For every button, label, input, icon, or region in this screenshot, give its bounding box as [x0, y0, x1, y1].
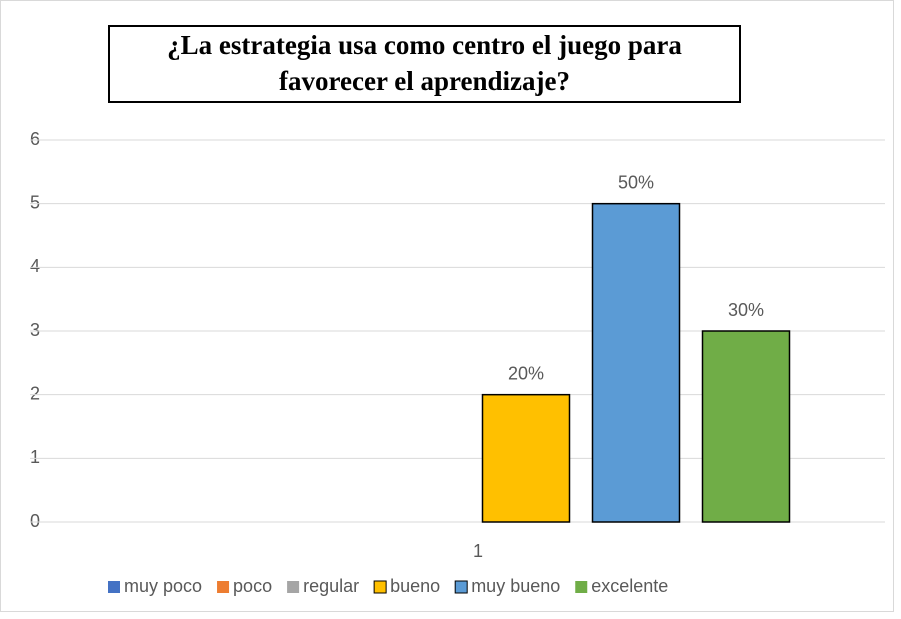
legend-label: muy poco	[124, 576, 202, 596]
legend-swatch	[287, 581, 300, 593]
bar	[481, 393, 571, 523]
legend-swatch	[108, 581, 120, 593]
legend-label: bueno	[390, 576, 440, 596]
data-label: 30%	[728, 300, 764, 320]
bar	[591, 202, 681, 523]
x-tick-label: 1	[473, 541, 483, 561]
legend-label: excelente	[591, 576, 668, 596]
legend-swatch	[373, 580, 387, 594]
y-tick-label: 1	[30, 447, 40, 467]
legend-label: poco	[233, 576, 272, 596]
chart-title: ¿La estrategia usa como centro el juego …	[108, 25, 741, 103]
legend-swatch	[454, 580, 468, 594]
y-tick-label: 3	[30, 320, 40, 340]
legend-swatch	[575, 581, 588, 593]
y-tick-label: 6	[30, 129, 40, 149]
y-tick-label: 0	[30, 511, 40, 531]
legend-label: muy bueno	[471, 576, 560, 596]
data-label: 50%	[618, 172, 654, 192]
legend-label: regular	[303, 576, 359, 596]
y-tick-label: 5	[30, 192, 40, 212]
y-tick-label: 2	[30, 383, 40, 403]
legend-swatch	[217, 581, 230, 593]
y-tick-label: 4	[30, 256, 40, 276]
bar	[701, 330, 791, 523]
data-label: 20%	[508, 363, 544, 383]
